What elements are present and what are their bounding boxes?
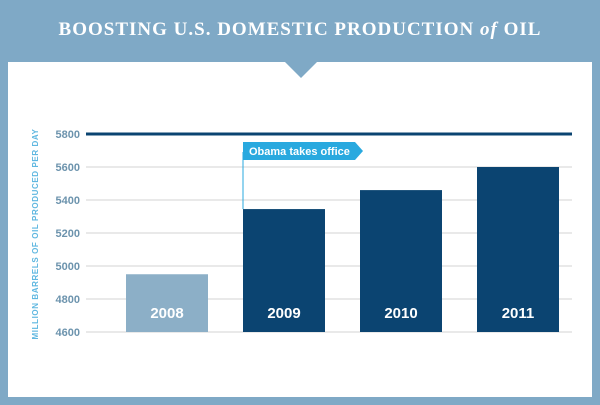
y-tick-label: 5200 (56, 228, 80, 240)
y-tick-label: 4800 (56, 294, 80, 306)
annotation-flag (243, 142, 363, 160)
chart-title: BOOSTING U.S. DOMESTIC PRODUCTION of OIL (0, 19, 600, 41)
y-tick-label: 5400 (56, 195, 80, 207)
x-tick-label: 2011 (502, 305, 535, 322)
bar-2008 (126, 274, 208, 332)
annotation-label: Obama takes office (249, 146, 350, 158)
y-tick-label: 5600 (56, 162, 80, 174)
bar-2010 (360, 190, 442, 332)
bar-chart: 2008 2009 2010 2011 4600 4800 5000 5200 5400 560… (31, 62, 572, 339)
header-banner: BOOSTING U.S. DOMESTIC PRODUCTION of OIL (0, 0, 600, 62)
y-tick-label: 5800 (56, 129, 80, 141)
title-main: BOOSTING U.S. DOMESTIC PRODUCTION (58, 19, 475, 40)
title-end: OIL (503, 19, 542, 40)
chart-panel: 2008 2009 2010 2011 4600 4800 5000 5200 5400 560… (8, 62, 592, 397)
header-pointer (285, 62, 317, 78)
y-tick-label: 5000 (56, 261, 80, 273)
x-tick-label: 2008 (150, 305, 183, 322)
bar-2011 (477, 167, 559, 332)
y-axis-label: MILLION BARRELS OF OIL PRODUCED PER DAY (31, 128, 40, 339)
bar-2009 (243, 209, 325, 332)
x-tick-label: 2010 (384, 305, 417, 322)
title-connector: of (480, 19, 498, 40)
x-tick-label: 2009 (267, 305, 300, 322)
y-tick-label: 4600 (56, 327, 80, 339)
